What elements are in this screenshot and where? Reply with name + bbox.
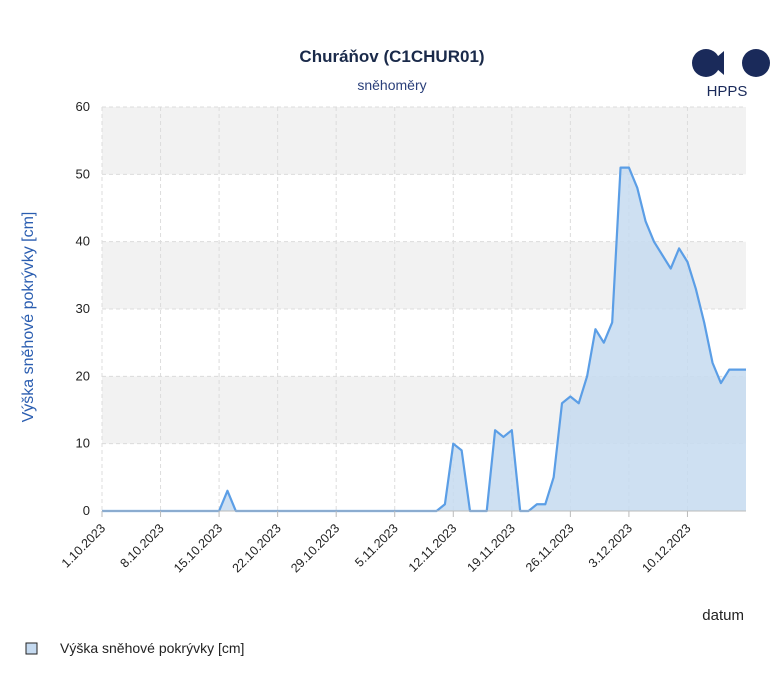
chart-title: Churáňov (C1CHUR01) — [299, 47, 484, 66]
y-tick-label: 40 — [76, 234, 90, 249]
legend-swatch[interactable] — [25, 642, 38, 655]
series-area — [102, 166, 746, 513]
x-tick-label: 8.10.2023 — [117, 521, 166, 570]
y-tick-label: 10 — [76, 436, 90, 451]
y-axis-title: Výška sněhové pokrývky [cm] — [20, 212, 37, 423]
legend-label[interactable]: Výška sněhové pokrývky [cm] — [60, 640, 244, 656]
y-tick-label: 60 — [76, 99, 90, 114]
chart-subtitle: sněhoměry — [357, 77, 426, 93]
legend[interactable]: Výška sněhové pokrývky [cm] — [25, 640, 244, 656]
x-axis-title: datum — [702, 607, 744, 624]
x-tick-label: 10.12.2023 — [639, 521, 693, 575]
logo-text: HPPS — [707, 83, 748, 100]
plot-band — [102, 107, 746, 175]
x-tick-label: 26.11.2023 — [523, 521, 577, 575]
y-tick-label: 0 — [83, 503, 90, 518]
y-tick-label: 20 — [76, 368, 90, 383]
x-tick-label: 1.10.2023 — [59, 521, 108, 570]
x-axis-ticks: 1.10.2023 8.10.2023 15.10.2023 22.10.2023 29… — [59, 511, 694, 575]
series-fill — [102, 167, 746, 511]
x-tick-label: 29.10.2023 — [288, 521, 342, 575]
series-line — [102, 166, 746, 513]
y-tick-label: 30 — [76, 301, 90, 316]
hpps-logo: HPPS — [692, 49, 770, 100]
y-tick-label: 50 — [76, 166, 90, 181]
x-tick-label: 12.11.2023 — [406, 521, 460, 575]
x-tick-label: 19.11.2023 — [464, 521, 518, 575]
logo-circle-right-icon — [742, 49, 770, 77]
x-tick-label: 3.12.2023 — [586, 521, 635, 570]
logo-circle-left-icon — [692, 49, 720, 77]
logo-triangle-icon — [710, 51, 724, 75]
x-tick-label: 5.11.2023 — [352, 521, 401, 570]
y-axis-ticks: 0 10 20 30 40 50 60 — [76, 99, 90, 518]
x-tick-label: 22.10.2023 — [230, 521, 284, 575]
x-tick-label: 15.10.2023 — [171, 521, 225, 575]
